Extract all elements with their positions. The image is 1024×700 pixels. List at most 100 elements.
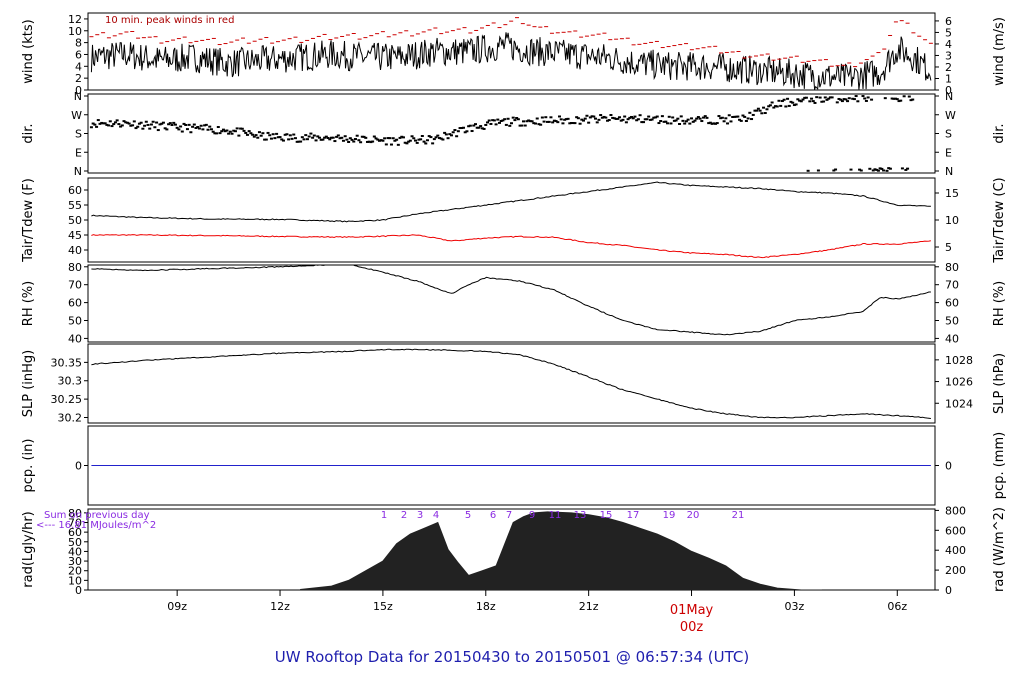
rad-annotation: <--- 16.81 MJoules/m^2 xyxy=(36,520,156,531)
temp-ytick-label-left: 55 xyxy=(68,199,82,212)
dir-ytick-label-left: E xyxy=(75,146,82,159)
wind-ytick-label-right: 3 xyxy=(945,49,952,62)
rh-frame xyxy=(87,264,936,343)
rad-ytick-label-right: 600 xyxy=(945,524,966,537)
x-tick-label: 12z xyxy=(270,600,290,613)
x-tick-label: 00z xyxy=(680,620,704,635)
rh-ytick-label-right: 80 xyxy=(945,261,959,274)
rad-ytick-label-right: 400 xyxy=(945,544,966,557)
x-tick-label: 03z xyxy=(785,600,805,613)
dir-ytick-label-right: N xyxy=(945,165,953,178)
rad-hour-label: 19 xyxy=(663,510,676,521)
slp-frame xyxy=(87,343,936,424)
rad-ytick-label-left: 50 xyxy=(68,536,82,549)
rad-hour-label: 9 xyxy=(529,510,535,521)
slp-ytick-label-right: 1026 xyxy=(945,376,973,389)
rad-hour-label: 7 xyxy=(506,510,512,521)
slp-ytick-label-left: 30.35 xyxy=(51,356,83,369)
rad-hour-label: 15 xyxy=(600,510,613,521)
rad-hour-label: 6 xyxy=(490,510,496,521)
temp-frame xyxy=(87,177,936,263)
rad-hour-label: 5 xyxy=(465,510,471,521)
slp-series-SLP xyxy=(91,348,931,419)
rh-line-RH xyxy=(91,265,931,336)
x-tick-label: 18z xyxy=(476,600,496,613)
dir-ytick-label-right: W xyxy=(945,109,956,122)
rh-ytick-label-right: 50 xyxy=(945,315,959,328)
rad-ytick-label-left: 40 xyxy=(68,545,82,558)
dir-ytick-label-right: N xyxy=(945,90,953,103)
slp-ytick-label-left: 30.25 xyxy=(51,393,83,406)
wind-ytick-label-left: 10 xyxy=(68,25,82,38)
rad-series-rad xyxy=(300,511,822,590)
x-date-label: 01May xyxy=(670,603,714,618)
wind-ytick-label-right: 0 xyxy=(945,84,952,97)
slp-ylabel-right: SLP (hPa) xyxy=(992,353,1007,414)
rh-ytick-label-right: 70 xyxy=(945,279,959,292)
rad-hour-label: 13 xyxy=(574,510,587,521)
dir-ylabel-left: dir. xyxy=(21,123,36,143)
rad-hour-label: 17 xyxy=(627,510,640,521)
wind-ytick-label-left: 6 xyxy=(75,48,82,61)
rad-hour-label: 20 xyxy=(687,510,700,521)
dir-ytick-label-left: N xyxy=(74,165,82,178)
wind-ytick-label-right: 5 xyxy=(945,26,952,39)
rad-hour-label: 4 xyxy=(433,510,439,521)
wind-series-wind xyxy=(90,32,932,90)
dir-series-dir xyxy=(89,95,915,172)
slp-ylabel-left: SLP (inHg) xyxy=(21,350,36,418)
rh-ylabel-right: RH (%) xyxy=(992,281,1007,326)
rh-ytick-label-right: 60 xyxy=(945,297,959,310)
temp-ylabel-left: Tair/Tdew (F) xyxy=(21,178,36,263)
rh-series-RH xyxy=(91,265,931,336)
rad-ytick-label-left: 70 xyxy=(68,517,82,530)
temp-ytick-label-left: 60 xyxy=(68,184,82,197)
wind-series-peak xyxy=(89,17,933,68)
rad-hour-label: 2 xyxy=(401,510,407,521)
temp-ytick-label-right: 10 xyxy=(945,214,959,227)
wind-ytick-label-left: 4 xyxy=(75,60,82,73)
rad-hour-label: 3 xyxy=(417,510,423,521)
rad-ylabel-right: rad (W/m^2) xyxy=(992,507,1007,592)
rad-ytick-label-left: 20 xyxy=(68,565,82,578)
rh-ylabel-left: RH (%) xyxy=(21,281,36,326)
rad-ytick-label-left: 60 xyxy=(68,526,82,539)
x-tick-label: 06z xyxy=(887,600,907,613)
rad-ytick-label-right: 200 xyxy=(945,564,966,577)
rad-ylabel-left: rad(Lgly/hr) xyxy=(21,511,36,587)
rad-ytick-label-left: 10 xyxy=(68,574,82,587)
wind-ytick-label-right: 4 xyxy=(945,38,952,51)
wind-ytick-label-right: 1 xyxy=(945,72,952,85)
rh-ytick-label-left: 50 xyxy=(68,315,82,328)
temp-ytick-label-right: 5 xyxy=(945,241,952,254)
dir-ytick-label-right: E xyxy=(945,146,952,159)
rad-ytick-label-left: 0 xyxy=(75,584,82,597)
rad-hour-label: 11 xyxy=(549,510,562,521)
dir-ytick-label-right: S xyxy=(945,128,952,141)
slp-ytick-label-left: 30.2 xyxy=(58,411,83,424)
temp-ytick-label-left: 40 xyxy=(68,244,82,257)
rad-hour-label: 21 xyxy=(732,510,745,521)
rad-annotation: Sum on previous day xyxy=(44,510,150,521)
x-tick-label: 21z xyxy=(579,600,599,613)
slp-line-SLP xyxy=(91,348,931,419)
temp-series-Tdew xyxy=(91,234,931,259)
rad-hour-label: 1 xyxy=(381,510,387,521)
slp-ytick-label-right: 1024 xyxy=(945,397,973,410)
wind-ylabel-right: wind (m/s) xyxy=(992,17,1007,86)
rad-area xyxy=(300,511,802,590)
rh-ytick-label-left: 40 xyxy=(68,332,82,345)
rh-ytick-label-left: 80 xyxy=(68,261,82,274)
rad-ytick-label-right: 0 xyxy=(945,584,952,597)
wind-ytick-label-left: 0 xyxy=(75,84,82,97)
temp-line-Tdew xyxy=(91,234,931,259)
wind-ytick-label-left: 12 xyxy=(68,13,82,26)
pcp-ytick-label-right: 0 xyxy=(945,460,952,473)
slp-ytick-label-right: 1028 xyxy=(945,354,973,367)
rh-ytick-label-right: 40 xyxy=(945,332,959,345)
rh-ytick-label-left: 70 xyxy=(68,279,82,292)
wind-annotation: 10 min. peak winds in red xyxy=(105,15,234,26)
wind-frame xyxy=(87,12,936,91)
wind-ytick-label-right: 2 xyxy=(945,61,952,74)
dir-ytick-label-left: S xyxy=(75,128,82,141)
